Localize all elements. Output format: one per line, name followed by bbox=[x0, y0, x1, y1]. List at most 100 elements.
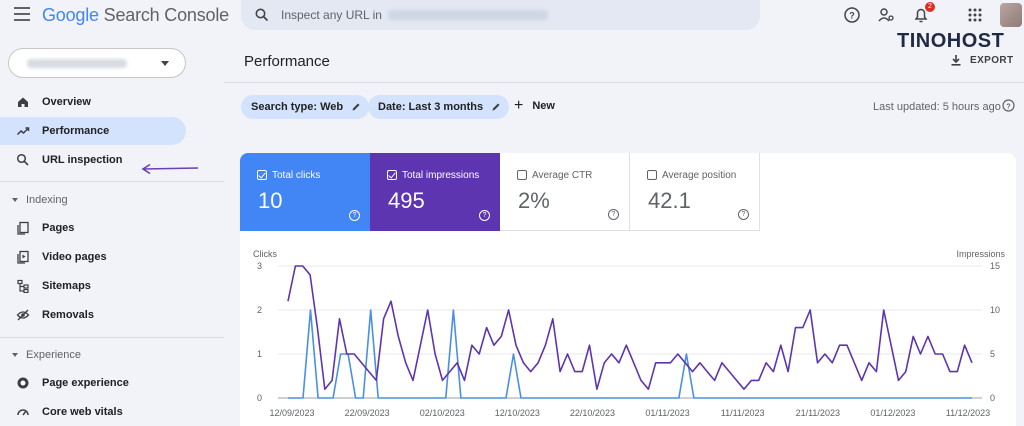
pages-icon bbox=[17, 221, 29, 235]
chip-label: Search type: Web bbox=[251, 101, 344, 113]
app-logo[interactable]: Google Search Console bbox=[42, 5, 229, 26]
collapse-triangle-icon bbox=[12, 353, 18, 357]
right-tick-label: 15 bbox=[990, 261, 1000, 271]
sidebar-item-label: Core web vitals bbox=[42, 406, 123, 418]
x-tick-label: 11/11/2023 bbox=[721, 408, 765, 418]
menu-icon[interactable] bbox=[14, 7, 30, 21]
sidebar-item-performance[interactable]: Performance bbox=[0, 117, 186, 145]
search-icon bbox=[16, 153, 29, 166]
section-header-indexing[interactable]: Indexing bbox=[12, 194, 68, 206]
sidebar-item-sitemaps[interactable]: Sitemaps bbox=[0, 272, 186, 300]
apps-grid-icon[interactable] bbox=[966, 6, 984, 24]
sidebar-item-overview[interactable]: Overview bbox=[0, 88, 186, 116]
edit-pencil-icon bbox=[352, 103, 360, 111]
property-url-blurred bbox=[387, 10, 548, 20]
metric-label: Average position bbox=[662, 170, 737, 181]
filter-chip-search-type[interactable]: Search type: Web bbox=[241, 95, 370, 119]
export-button[interactable]: EXPORT bbox=[950, 54, 1014, 66]
home-icon bbox=[18, 97, 28, 107]
metric-total-impressions[interactable]: Total impressions 495 ? bbox=[370, 153, 500, 231]
left-tick-label: 0 bbox=[257, 393, 262, 403]
x-tick-label: 01/12/2023 bbox=[870, 408, 915, 418]
export-label: EXPORT bbox=[970, 54, 1014, 66]
help-icon[interactable]: ? bbox=[349, 210, 360, 221]
section-title: Experience bbox=[26, 349, 82, 361]
sidebar-item-core-web-vitals[interactable]: Core web vitals bbox=[0, 398, 186, 426]
avatar[interactable] bbox=[1000, 3, 1022, 27]
sidebar-divider bbox=[0, 181, 224, 182]
x-tick-label: 01/11/2023 bbox=[645, 408, 689, 418]
x-tick-label: 22/09/2023 bbox=[345, 408, 390, 418]
sidebar-item-video-pages[interactable]: Video pages bbox=[0, 243, 186, 271]
left-axis-title: Clicks bbox=[253, 249, 277, 259]
metric-value: 495 bbox=[388, 188, 425, 213]
download-icon bbox=[951, 55, 961, 66]
sitemap-icon bbox=[17, 279, 29, 293]
top-bar: Google Search Console Inspect any URL in… bbox=[0, 0, 1024, 34]
help-icon[interactable]: ? bbox=[1002, 99, 1015, 112]
metric-value: 10 bbox=[258, 188, 283, 213]
annotation-arrow bbox=[141, 163, 199, 175]
search-placeholder: Inspect any URL in bbox=[281, 8, 382, 22]
property-selector[interactable] bbox=[8, 48, 186, 78]
sidebar-divider bbox=[0, 337, 224, 338]
metric-label: Average CTR bbox=[532, 170, 593, 181]
checkbox-checked-icon[interactable] bbox=[257, 170, 267, 180]
chip-label: Date: Last 3 months bbox=[378, 101, 484, 113]
logo-product: Search Console bbox=[103, 5, 229, 25]
chevron-down-icon bbox=[161, 61, 169, 66]
left-tick-label: 1 bbox=[257, 349, 262, 359]
new-filter-button[interactable]: + New bbox=[514, 97, 555, 114]
new-label: New bbox=[532, 100, 555, 112]
checkbox-checked-icon[interactable] bbox=[387, 170, 397, 180]
filter-chip-date[interactable]: Date: Last 3 months bbox=[368, 95, 510, 119]
metric-total-clicks[interactable]: Total clicks 10 ? bbox=[240, 153, 370, 231]
metric-value: 2% bbox=[518, 188, 550, 213]
x-tick-label: 21/11/2023 bbox=[796, 408, 840, 418]
property-name-blurred bbox=[27, 59, 127, 68]
series-line-total-clicks bbox=[288, 309, 972, 399]
section-title: Indexing bbox=[26, 194, 68, 206]
left-tick-label: 3 bbox=[257, 261, 262, 271]
right-axis-title: Impressions bbox=[956, 249, 1005, 259]
checkbox-unchecked-icon[interactable] bbox=[647, 170, 657, 180]
sidebar-item-label: URL inspection bbox=[42, 154, 123, 166]
sidebar-item-label: Performance bbox=[42, 125, 110, 137]
page-title: Performance bbox=[244, 53, 330, 70]
left-tick-label: 2 bbox=[257, 305, 262, 315]
right-tick-label: 5 bbox=[990, 349, 995, 359]
sidebar-item-label: Removals bbox=[42, 309, 94, 321]
sidebar-item-label: Sitemaps bbox=[42, 280, 91, 292]
performance-card: Total clicks 10 ? Total impressions 495 … bbox=[240, 153, 1016, 426]
sidebar-item-removals[interactable]: Removals bbox=[0, 301, 186, 329]
url-inspect-search[interactable]: Inspect any URL in bbox=[241, 0, 760, 30]
removals-icon bbox=[16, 309, 30, 321]
checkbox-unchecked-icon[interactable] bbox=[517, 170, 527, 180]
header-divider bbox=[224, 82, 1024, 83]
help-icon[interactable]: ? bbox=[608, 209, 619, 220]
sidebar-item-label: Page experience bbox=[42, 377, 129, 389]
logo-google: Google bbox=[42, 5, 99, 25]
plus-icon: + bbox=[514, 97, 524, 114]
help-icon[interactable]: ? bbox=[843, 6, 861, 24]
video-pages-icon bbox=[17, 250, 29, 264]
right-tick-label: 0 bbox=[990, 393, 995, 403]
help-icon[interactable]: ? bbox=[738, 209, 749, 220]
section-header-experience[interactable]: Experience bbox=[12, 349, 81, 361]
x-tick-label: 12/10/2023 bbox=[495, 408, 540, 418]
manage-users-icon[interactable] bbox=[877, 6, 895, 24]
collapse-triangle-icon bbox=[12, 198, 18, 202]
sidebar-item-pages[interactable]: Pages bbox=[0, 214, 186, 242]
notifications-icon[interactable] bbox=[912, 6, 930, 24]
metric-average-ctr[interactable]: Average CTR 2% ? bbox=[500, 153, 630, 231]
sidebar-item-page-experience[interactable]: Page experience bbox=[0, 369, 186, 397]
core-web-vitals-icon bbox=[17, 409, 29, 416]
svg-text:?: ? bbox=[849, 11, 855, 21]
metric-average-position[interactable]: Average position 42.1 ? bbox=[630, 153, 760, 231]
sidebar-item-label: Overview bbox=[42, 96, 91, 108]
x-tick-label: 02/10/2023 bbox=[420, 408, 465, 418]
help-icon[interactable]: ? bbox=[479, 210, 490, 221]
metric-label: Total clicks bbox=[272, 170, 321, 181]
svg-text:?: ? bbox=[1006, 103, 1010, 110]
sidebar-item-url-inspection[interactable]: URL inspection bbox=[0, 146, 186, 174]
